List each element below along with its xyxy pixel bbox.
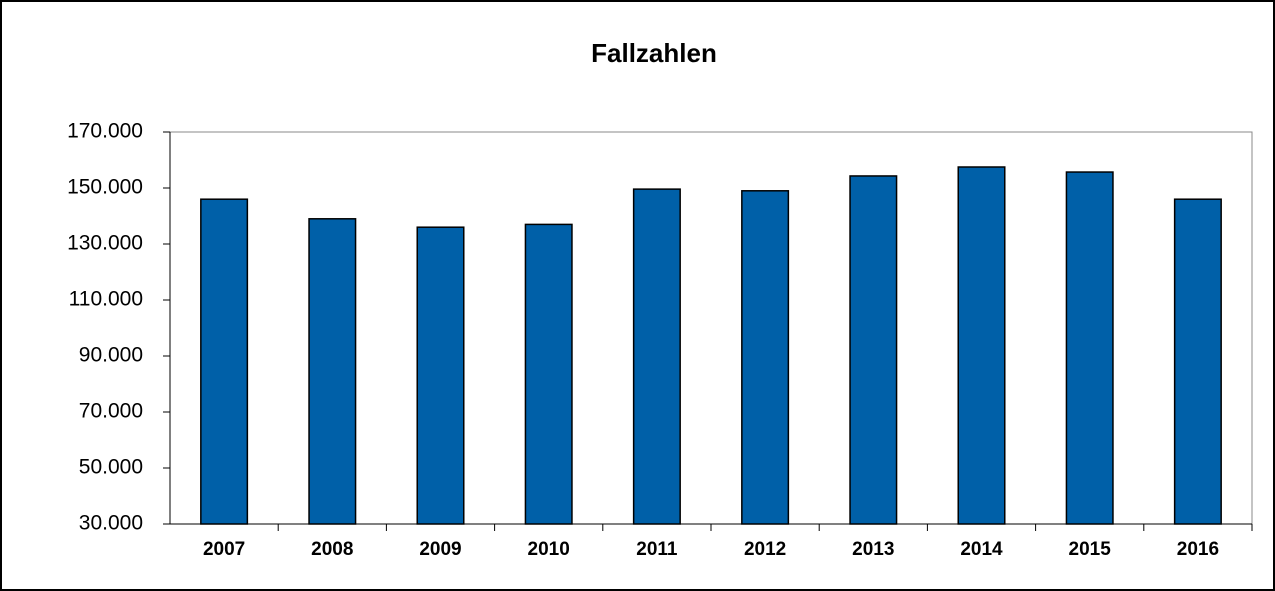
y-tick-label: 50.000 [79,456,143,479]
y-tick-label: 110.000 [69,288,143,311]
bar [308,218,357,525]
bar [632,188,681,525]
bar [741,190,790,525]
bar [1065,171,1114,525]
x-tick-label: 2011 [636,539,678,560]
y-tick-label: 90.000 [79,344,143,367]
x-tick-label: 2015 [1069,539,1112,560]
x-tick-label: 2010 [528,539,570,560]
y-tick-label: 70.000 [79,400,143,423]
x-tick-label: 2016 [1177,539,1219,560]
x-tick-label: 2013 [852,539,894,560]
bar [1173,198,1222,525]
x-tick-label: 2007 [203,539,245,560]
y-tick-label: 130.000 [67,232,143,255]
chart-title: Fallzahlen [591,38,717,68]
x-tick-label: 2014 [960,539,1003,560]
bar [957,166,1006,525]
y-tick-label: 170.000 [67,120,143,143]
x-tick-label: 2009 [419,539,461,560]
bar [200,198,249,525]
y-tick-label: 30.000 [79,512,143,535]
x-tick-label: 2012 [744,539,786,560]
bar [849,175,898,525]
bar [416,226,465,525]
x-tick-label: 2008 [311,539,353,560]
y-tick-label: 150.000 [67,176,143,199]
bar [524,223,573,525]
